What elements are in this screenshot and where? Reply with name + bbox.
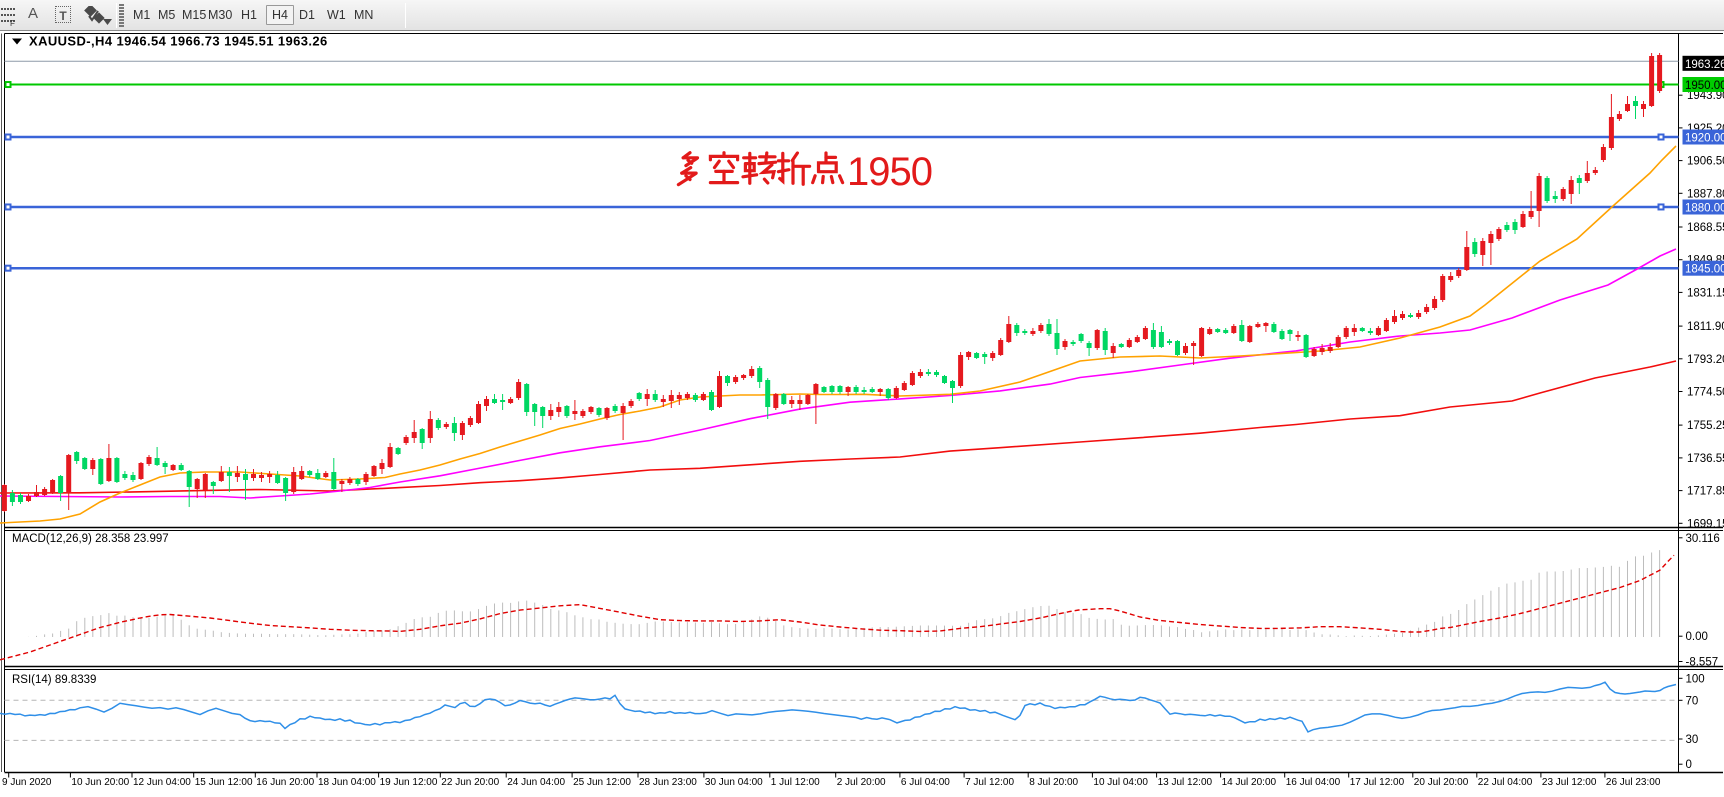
svg-text:24 Jun 04:00: 24 Jun 04:00 bbox=[507, 777, 565, 788]
svg-text:14 Jul 20:00: 14 Jul 20:00 bbox=[1222, 777, 1277, 788]
svg-text:1793.20: 1793.20 bbox=[1687, 354, 1724, 366]
svg-text:1736.55: 1736.55 bbox=[1687, 453, 1724, 465]
svg-text:1887.80: 1887.80 bbox=[1687, 188, 1724, 200]
svg-text:20 Jul 20:00: 20 Jul 20:00 bbox=[1414, 777, 1469, 788]
svg-text:1868.55: 1868.55 bbox=[1687, 222, 1724, 234]
svg-text:16 Jul 04:00: 16 Jul 04:00 bbox=[1286, 777, 1341, 788]
svg-text:10 Jun 20:00: 10 Jun 20:00 bbox=[71, 777, 129, 788]
svg-text:23 Jul 12:00: 23 Jul 12:00 bbox=[1542, 777, 1597, 788]
svg-text:16 Jun 20:00: 16 Jun 20:00 bbox=[256, 777, 314, 788]
svg-text:13 Jul 12:00: 13 Jul 12:00 bbox=[1158, 777, 1213, 788]
svg-text:1906.50: 1906.50 bbox=[1687, 156, 1724, 168]
svg-text:6 Jul 04:00: 6 Jul 04:00 bbox=[901, 777, 950, 788]
svg-text:0: 0 bbox=[1686, 759, 1692, 771]
svg-text:0.00: 0.00 bbox=[1686, 631, 1708, 643]
svg-text:18 Jun 04:00: 18 Jun 04:00 bbox=[318, 777, 376, 788]
svg-text:28 Jun 23:00: 28 Jun 23:00 bbox=[639, 777, 697, 788]
svg-text:1717.85: 1717.85 bbox=[1687, 486, 1724, 498]
svg-text:70: 70 bbox=[1686, 695, 1699, 707]
svg-text:1831.15: 1831.15 bbox=[1687, 287, 1724, 299]
svg-text:1963.26: 1963.26 bbox=[1685, 59, 1724, 71]
svg-text:1774.50: 1774.50 bbox=[1687, 387, 1724, 399]
svg-text:1699.15: 1699.15 bbox=[1687, 518, 1724, 530]
svg-text:22 Jul 04:00: 22 Jul 04:00 bbox=[1478, 777, 1533, 788]
svg-text:1920.00: 1920.00 bbox=[1685, 133, 1724, 145]
svg-text:30: 30 bbox=[1686, 734, 1699, 746]
svg-text:8 Jul 20:00: 8 Jul 20:00 bbox=[1029, 777, 1078, 788]
svg-text:1 Jul 12:00: 1 Jul 12:00 bbox=[771, 777, 820, 788]
svg-text:7 Jul 12:00: 7 Jul 12:00 bbox=[965, 777, 1014, 788]
svg-text:RSI(14) 89.8339: RSI(14) 89.8339 bbox=[12, 674, 96, 686]
svg-text:F: F bbox=[10, 19, 15, 26]
svg-text:1950: 1950 bbox=[847, 150, 932, 194]
svg-text:-8.557: -8.557 bbox=[1686, 657, 1719, 669]
svg-text:XAUUSD-,H4 1946.54 1966.73 19: XAUUSD-,H4 1946.54 1966.73 1945.51 1963.… bbox=[29, 34, 328, 49]
svg-text:30 Jun 04:00: 30 Jun 04:00 bbox=[705, 777, 763, 788]
svg-text:1755.25: 1755.25 bbox=[1687, 420, 1724, 432]
svg-text:MACD(12,26,9) 28.358 23.997: MACD(12,26,9) 28.358 23.997 bbox=[12, 533, 169, 545]
svg-text:2 Jul 20:00: 2 Jul 20:00 bbox=[837, 777, 886, 788]
svg-text:9 Jun 2020: 9 Jun 2020 bbox=[2, 777, 52, 788]
svg-text:26 Jul 23:00: 26 Jul 23:00 bbox=[1606, 777, 1661, 788]
svg-text:1880.00: 1880.00 bbox=[1685, 203, 1724, 215]
svg-text:12 Jun 04:00: 12 Jun 04:00 bbox=[133, 777, 191, 788]
svg-text:1845.00: 1845.00 bbox=[1685, 264, 1724, 276]
svg-text:100: 100 bbox=[1686, 673, 1705, 685]
svg-text:25 Jun 12:00: 25 Jun 12:00 bbox=[573, 777, 631, 788]
svg-text:1950.00: 1950.00 bbox=[1685, 80, 1724, 92]
svg-text:15 Jun 12:00: 15 Jun 12:00 bbox=[195, 777, 253, 788]
svg-text:1811.90: 1811.90 bbox=[1687, 321, 1724, 333]
svg-text:22 Jun 20:00: 22 Jun 20:00 bbox=[441, 777, 499, 788]
svg-text:19 Jun 12:00: 19 Jun 12:00 bbox=[380, 777, 438, 788]
svg-text:30.116: 30.116 bbox=[1686, 533, 1720, 545]
svg-text:10 Jul 04:00: 10 Jul 04:00 bbox=[1093, 777, 1148, 788]
svg-text:17 Jul 12:00: 17 Jul 12:00 bbox=[1350, 777, 1405, 788]
